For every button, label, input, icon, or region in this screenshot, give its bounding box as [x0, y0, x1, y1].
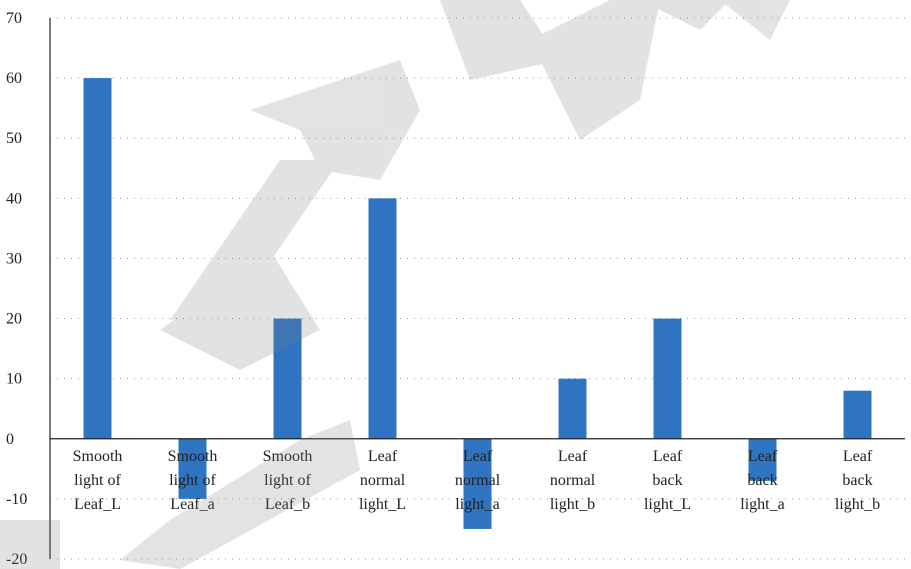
x-category-label: Leaf back light_L: [644, 448, 691, 513]
bar: [748, 438, 777, 481]
y-tick-label: 20: [6, 311, 22, 328]
y-tick-label: 70: [6, 10, 22, 27]
bar: [558, 378, 587, 439]
watermark-stroke-5: [250, 60, 420, 180]
y-tick-label: 40: [6, 190, 22, 207]
x-category-label: Leaf normal light_L: [359, 448, 406, 513]
x-category-label: Leaf back light_a: [740, 448, 784, 513]
x-category-label: Smooth light of Leaf_L: [73, 448, 123, 513]
watermark-stroke-9: [720, 0, 790, 40]
y-tick-label: 50: [6, 130, 22, 147]
bar: [83, 78, 112, 439]
y-tick-label: 60: [6, 70, 22, 87]
watermark-stroke-8: [640, 0, 730, 30]
y-tick-label: 0: [6, 431, 14, 448]
x-category-label: Smooth light of Leaf_a: [168, 448, 218, 513]
axes: [49, 18, 905, 559]
x-category-label: Leaf back light_b: [835, 448, 880, 513]
watermark-stroke-1: [0, 520, 60, 569]
bar: [273, 318, 302, 439]
bar: [463, 438, 492, 529]
y-tick-label: -20: [6, 551, 27, 568]
x-category-label: Leaf normal light_a: [455, 448, 501, 513]
watermark-stroke-7: [530, 0, 660, 140]
watermark-stroke-6: [440, 0, 560, 80]
y-tick-label: -10: [6, 491, 27, 508]
bar: [653, 318, 682, 439]
y-tick-label: 30: [6, 250, 22, 267]
watermark-stroke-2: [120, 420, 360, 569]
watermark-stroke-4: [170, 160, 340, 320]
retracted-watermark: [0, 0, 790, 569]
bar: [368, 198, 397, 439]
x-category-label: Leaf normal light_b: [550, 448, 596, 513]
watermark-stroke-3: [160, 250, 320, 370]
bar: [843, 390, 872, 439]
y-tick-label: 10: [6, 371, 22, 388]
bars: [83, 78, 872, 529]
bar: [178, 438, 207, 499]
